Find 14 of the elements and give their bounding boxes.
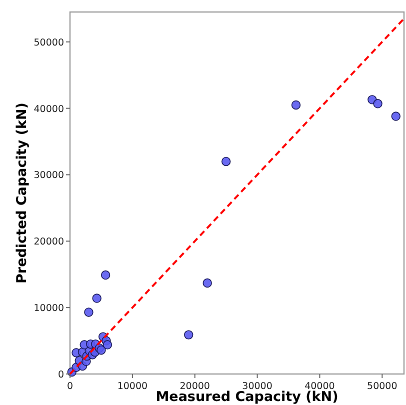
x-tick-label: 40000 — [304, 381, 335, 392]
y-tick-label: 10000 — [34, 303, 64, 314]
x-tick-label: 0 — [66, 381, 74, 392]
x-tick-label: 20000 — [180, 381, 210, 392]
y-tick-label: 0 — [58, 370, 64, 380]
y-tick-label: 30000 — [34, 170, 64, 182]
y-tick-label: 40000 — [34, 104, 64, 115]
y-axis-title: Predicted Capacity (kN) — [14, 102, 30, 284]
x-tick-label: 30000 — [242, 381, 272, 392]
x-axis-title: Measured Capacity (kN) — [156, 389, 338, 405]
y-tick-label: 20000 — [34, 236, 64, 248]
x-tick-label: 50000 — [367, 381, 398, 392]
y-tick-label: 50000 — [34, 37, 64, 48]
x-tick-label: 10000 — [117, 381, 148, 392]
